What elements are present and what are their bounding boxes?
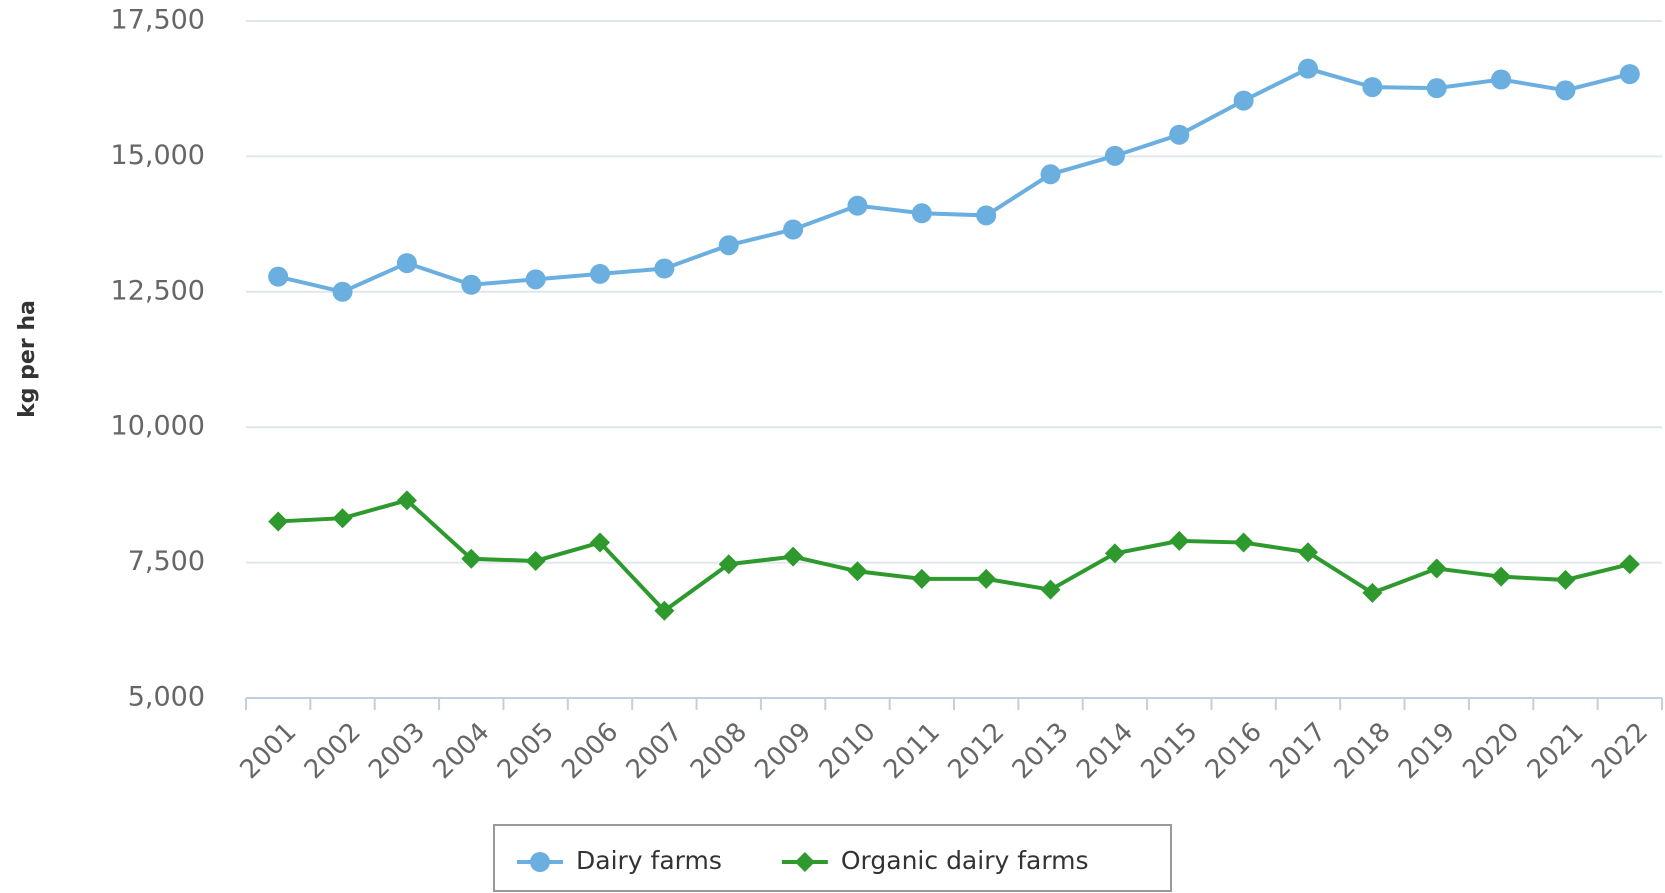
point — [590, 532, 610, 553]
legend-label: Dairy farms — [576, 846, 722, 875]
x-tick-label: 2010 — [814, 717, 882, 785]
y-tick-label: 5,000 — [128, 682, 205, 713]
y-tick-label: 12,500 — [111, 275, 205, 306]
point — [1298, 542, 1318, 563]
x-tick-label: 2018 — [1329, 717, 1397, 785]
point — [1362, 582, 1383, 603]
x-tick-label: 2017 — [1264, 717, 1332, 785]
x-tick-label: 2008 — [685, 717, 753, 785]
x-tick-label: 2003 — [363, 717, 431, 785]
x-tick-label: 2001 — [234, 717, 302, 785]
point — [1298, 58, 1318, 79]
point — [332, 508, 353, 529]
point — [1233, 90, 1254, 111]
point — [654, 600, 675, 621]
x-tick-label: 2006 — [556, 717, 624, 785]
point — [332, 281, 353, 302]
point — [783, 219, 804, 240]
x-tick-label: 2016 — [1200, 717, 1268, 785]
x-tick-label: 2021 — [1522, 717, 1590, 785]
point — [1426, 78, 1447, 99]
point — [1169, 124, 1190, 145]
point — [976, 205, 997, 226]
point — [1426, 558, 1447, 579]
point — [1104, 145, 1125, 166]
y-tick-label: 17,500 — [111, 5, 205, 36]
point — [530, 852, 550, 872]
y-tick-label: 7,500 — [128, 546, 205, 577]
x-tick-label: 2014 — [1071, 717, 1139, 785]
x-tick-label: 2020 — [1457, 717, 1525, 785]
x-tick-label: 2005 — [492, 717, 560, 785]
point — [1491, 566, 1512, 587]
point — [1619, 554, 1640, 575]
point — [268, 511, 289, 532]
point — [911, 203, 932, 224]
point — [268, 266, 289, 287]
x-tick-label: 2019 — [1393, 717, 1461, 785]
point — [911, 568, 932, 589]
point — [794, 852, 815, 872]
point — [396, 490, 417, 511]
legend-label: Organic dairy farms — [841, 846, 1089, 875]
series-line — [278, 498, 1631, 614]
series-line — [277, 66, 1631, 294]
y-tick-label: 15,000 — [111, 140, 205, 171]
point — [1555, 80, 1576, 101]
point — [1040, 579, 1061, 600]
point — [654, 258, 675, 279]
x-tick-label: 2012 — [942, 717, 1010, 785]
point — [847, 195, 868, 216]
x-tick-label: 2004 — [428, 717, 496, 785]
point — [461, 274, 482, 295]
x-tick-label: 2022 — [1586, 717, 1654, 785]
point — [525, 550, 546, 571]
point — [1104, 543, 1125, 564]
point — [1619, 64, 1640, 85]
legend-box — [493, 824, 1172, 892]
x-tick-label: 2013 — [1007, 717, 1075, 785]
point — [1362, 77, 1383, 98]
point — [847, 561, 868, 582]
y-tick-label: 10,000 — [111, 411, 205, 442]
x-tick-label: 2007 — [621, 717, 689, 785]
point — [590, 263, 610, 284]
point — [718, 235, 739, 256]
x-tick-label: 2011 — [878, 717, 946, 785]
point — [718, 554, 739, 575]
point — [1491, 69, 1512, 90]
point — [461, 548, 482, 569]
point — [976, 568, 997, 589]
x-tick-label: 2002 — [299, 717, 367, 785]
x-tick-label: 2015 — [1136, 717, 1204, 785]
point — [1233, 532, 1254, 553]
point — [396, 253, 417, 274]
point — [1555, 569, 1576, 590]
x-tick-label: 2009 — [749, 717, 817, 785]
y-axis-title: kg per ha — [15, 300, 40, 418]
point — [1169, 530, 1190, 551]
point — [525, 269, 546, 290]
point — [1040, 164, 1061, 185]
point — [783, 546, 804, 567]
